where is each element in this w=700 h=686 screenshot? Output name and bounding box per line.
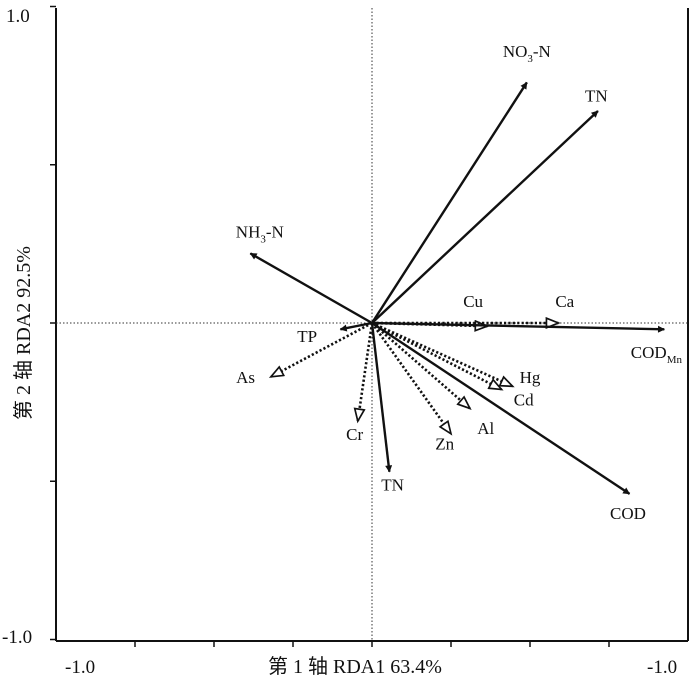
env-arrow-codmn-3 <box>371 321 665 333</box>
species-label-ca: Ca <box>555 292 574 311</box>
y-tick-bottom: -1.0 <box>2 627 32 648</box>
x-tick-left: -1.0 <box>65 657 95 678</box>
env-label-2: NH3-N <box>236 223 284 246</box>
env-arrow-no3n-0 <box>370 81 528 324</box>
env-arrow-nh3n-2 <box>249 252 373 325</box>
species-label-zn: Zn <box>435 435 454 454</box>
species-label-cd: Cd <box>514 390 534 409</box>
species-arrow-cr <box>358 322 374 421</box>
env-label-6: TP <box>297 327 317 346</box>
species-label-cr: Cr <box>346 425 363 444</box>
environment-arrows <box>249 81 665 495</box>
env-arrow-cod-4 <box>371 322 631 495</box>
tick-marks <box>50 5 610 647</box>
species-label-cu: Cu <box>463 292 483 311</box>
species-arrow-cd <box>371 321 502 391</box>
env-label-3: CODMn <box>631 343 683 366</box>
env-label-5: TN <box>381 476 404 495</box>
species-label-as: As <box>236 368 255 387</box>
species-arrow-zn <box>370 322 451 434</box>
species-arrow-hg <box>371 321 513 388</box>
x-axis-title: 第 1 轴 RDA1 63.4% <box>268 655 442 678</box>
species-arrow-as <box>271 321 373 378</box>
env-label-1: TN <box>585 86 608 105</box>
env-arrow-tn-5 <box>370 322 393 473</box>
arrow-labels: NO3-N TN NH3-N CODMn COD TN TP Cu Ca Hg Cd Al Zn Cr As <box>236 42 683 523</box>
y-tick-top: 1.0 <box>6 6 30 27</box>
env-arrow-tn-1 <box>371 110 599 324</box>
env-arrow-tp-6 <box>339 321 373 332</box>
x-tick-right: -1.0 <box>647 657 677 678</box>
env-label-4: COD <box>610 504 646 523</box>
species-label-al: Al <box>477 419 494 438</box>
species-label-hg: Hg <box>520 368 541 387</box>
env-label-0: NO3-N <box>503 42 551 65</box>
y-axis-title: 第 2 轴 RDA2 92.5% <box>12 246 35 420</box>
